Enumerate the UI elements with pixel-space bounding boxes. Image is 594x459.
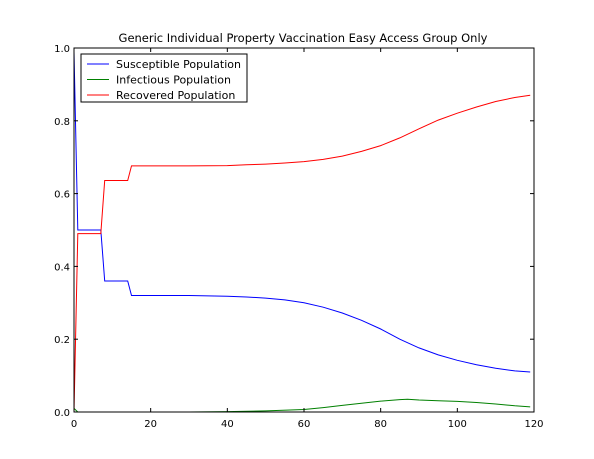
series-line-2 xyxy=(73,94,531,413)
y-tick-label: 0.2 xyxy=(54,335,70,346)
series-line-1 xyxy=(73,398,531,413)
x-tick-label: 20 xyxy=(144,419,157,430)
x-tick-label: 60 xyxy=(298,419,311,430)
tick-layer: 0 20 40 60 80 100 120 0.0 0.2 0.4 0.6 0.8 1.0 xyxy=(54,44,543,430)
x-tick-label: 100 xyxy=(448,419,467,430)
y-tick-label: 0.0 xyxy=(54,408,70,419)
y-tick-label: 0.8 xyxy=(54,117,70,128)
x-tick-label: 120 xyxy=(524,419,543,430)
x-tick-label: 0 xyxy=(71,419,77,430)
legend-label-1: Infectious Population xyxy=(116,74,231,87)
chart-title: Generic Individual Property Vaccination … xyxy=(119,31,488,45)
x-tick-label: 80 xyxy=(374,419,387,430)
series-line-0 xyxy=(73,51,531,373)
plot-frame xyxy=(73,47,535,413)
x-tick-label: 40 xyxy=(221,419,234,430)
series-layer xyxy=(73,51,531,413)
legend-box xyxy=(80,53,248,103)
y-tick-label: 0.4 xyxy=(54,262,70,273)
legend-label-2: Recovered Population xyxy=(116,89,235,102)
legend-label-0: Susceptible Population xyxy=(116,58,241,71)
legend: Susceptible Population Infectious Populat… xyxy=(80,53,248,103)
y-tick-label: 1.0 xyxy=(54,44,70,55)
y-tick-label: 0.6 xyxy=(54,190,70,201)
